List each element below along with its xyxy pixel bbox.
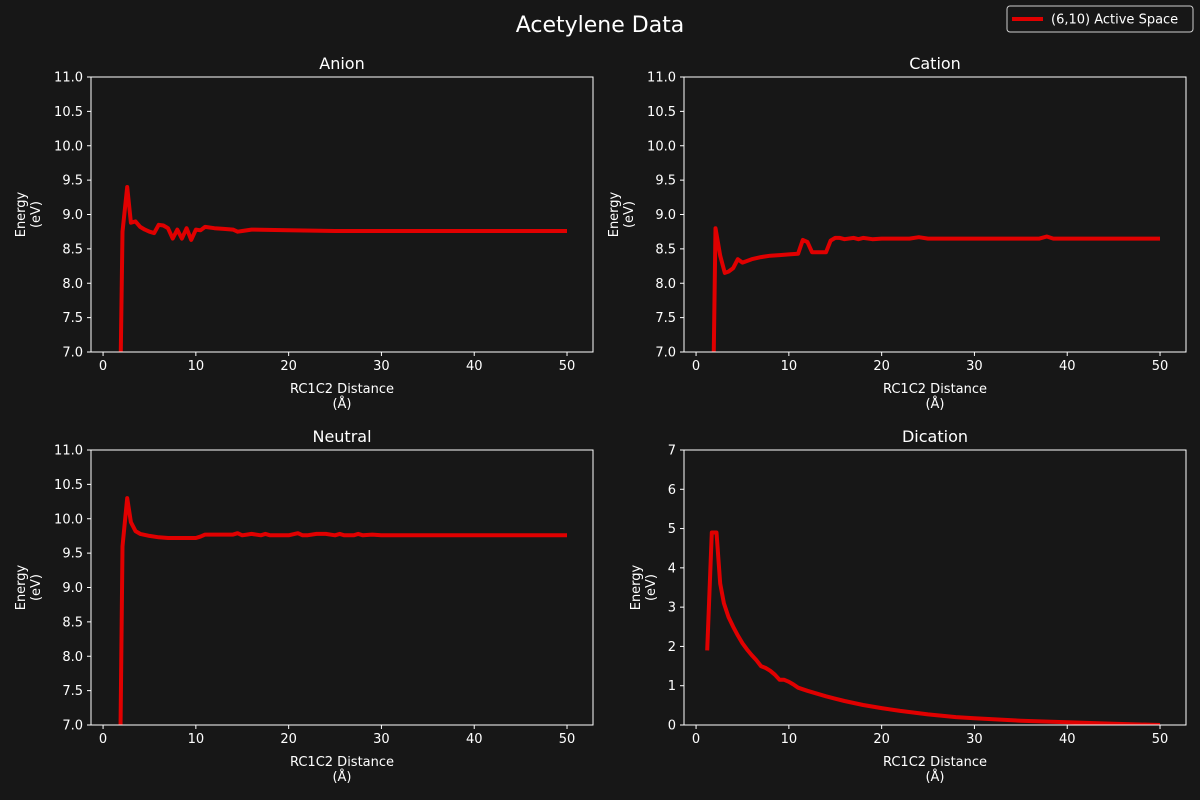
x-tick-label: 0 xyxy=(692,732,700,747)
x-tick-label: 30 xyxy=(966,732,983,747)
series-line xyxy=(118,496,567,725)
x-axis-label: RC1C2 Distance xyxy=(883,382,987,397)
x-tick-label: 20 xyxy=(280,732,297,747)
y-tick-label: 10.5 xyxy=(647,105,676,120)
x-axis-label: (Å) xyxy=(332,396,351,412)
y-tick-label: 9.0 xyxy=(62,208,83,223)
x-tick-label: 10 xyxy=(781,359,798,374)
x-axis-label: RC1C2 Distance xyxy=(290,755,394,770)
figure-title: Acetylene Data xyxy=(516,13,685,38)
y-tick-label: 9.0 xyxy=(655,208,676,223)
y-tick-label: 9.5 xyxy=(62,547,83,562)
x-tick-label: 50 xyxy=(1152,359,1169,374)
y-tick-label: 8.5 xyxy=(62,242,83,257)
x-tick-label: 40 xyxy=(1059,732,1076,747)
x-tick-label: 30 xyxy=(966,359,983,374)
x-axis-label: RC1C2 Distance xyxy=(290,382,394,397)
y-axis-label: (eV) xyxy=(644,574,659,601)
y-tick-label: 2 xyxy=(668,640,676,655)
x-tick-label: 50 xyxy=(559,732,576,747)
y-tick-label: 11.0 xyxy=(647,71,676,86)
y-tick-label: 8.0 xyxy=(62,650,83,665)
axes-frame xyxy=(683,76,1187,353)
y-tick-label: 7.0 xyxy=(62,346,83,361)
y-axis-label: (eV) xyxy=(29,201,44,228)
x-tick-label: 40 xyxy=(466,732,483,747)
x-tick-label: 50 xyxy=(1152,732,1169,747)
y-axis-label: Energy xyxy=(14,564,29,610)
legend: (6,10) Active Space xyxy=(1006,5,1194,33)
y-tick-label: 11.0 xyxy=(54,71,83,86)
x-tick-label: 20 xyxy=(873,732,890,747)
y-tick-label: 1 xyxy=(668,679,676,694)
subplot-title: Cation xyxy=(909,54,961,73)
y-tick-label: 7.5 xyxy=(62,684,83,699)
y-tick-label: 7.0 xyxy=(655,346,676,361)
y-tick-label: 10.5 xyxy=(54,478,83,493)
y-tick-label: 10.5 xyxy=(54,105,83,120)
y-axis-label: Energy xyxy=(629,564,644,610)
x-tick-label: 10 xyxy=(188,359,205,374)
subplot-title: Anion xyxy=(319,54,364,73)
axes-frame xyxy=(90,76,594,353)
y-axis-label: (eV) xyxy=(29,574,44,601)
subplot-cation: Cation 0 10 20 30 40 50 7.0 7.5 8.0 8.5 9.0 9.5 10.0 1… xyxy=(607,54,1187,412)
x-tick-label: 50 xyxy=(559,359,576,374)
x-axis-label: (Å) xyxy=(925,769,944,785)
y-tick-label: 8.0 xyxy=(655,277,676,292)
x-tick-label: 10 xyxy=(188,732,205,747)
y-tick-label: 8.0 xyxy=(62,277,83,292)
y-tick-label: 7.5 xyxy=(62,311,83,326)
y-tick-label: 7.0 xyxy=(62,719,83,734)
y-axis-label: Energy xyxy=(14,191,29,237)
x-tick-label: 30 xyxy=(373,732,390,747)
y-tick-label: 9.5 xyxy=(655,174,676,189)
subplot-title: Neutral xyxy=(312,427,371,446)
x-axis-label: (Å) xyxy=(925,396,944,412)
subplot-dication: Dication 0 10 20 30 40 50 0 1 2 3 4 5 6 7 RC1C2 Distanc… xyxy=(629,427,1187,785)
y-tick-label: 7 xyxy=(668,444,676,459)
y-tick-label: 9.5 xyxy=(62,174,83,189)
x-tick-label: 40 xyxy=(1059,359,1076,374)
y-tick-label: 6 xyxy=(668,483,676,498)
series-line xyxy=(118,185,567,352)
series-line xyxy=(705,530,1161,725)
y-tick-label: 0 xyxy=(668,719,676,734)
y-axis-label: Energy xyxy=(607,191,622,237)
y-axis-label: (eV) xyxy=(622,201,637,228)
y-tick-label: 10.0 xyxy=(647,139,676,154)
x-tick-label: 30 xyxy=(373,359,390,374)
axes-frame xyxy=(683,449,1187,726)
y-tick-label: 3 xyxy=(668,601,676,616)
legend-box xyxy=(1006,5,1194,33)
x-tick-label: 20 xyxy=(873,359,890,374)
subplot-title: Dication xyxy=(902,427,968,446)
x-tick-label: 0 xyxy=(692,359,700,374)
x-tick-label: 0 xyxy=(99,732,107,747)
subplot-anion: Anion 0 10 20 30 40 50 7.0 7.5 8.0 8.5 9.0 9.5 10.0 10… xyxy=(14,54,594,412)
legend-label: (6,10) Active Space xyxy=(1051,13,1178,28)
axes-frame xyxy=(90,449,594,726)
y-tick-label: 8.5 xyxy=(655,242,676,257)
y-tick-label: 10.0 xyxy=(54,512,83,527)
y-tick-label: 11.0 xyxy=(54,444,83,459)
y-tick-label: 5 xyxy=(668,522,676,537)
y-tick-label: 8.5 xyxy=(62,615,83,630)
y-tick-label: 10.0 xyxy=(54,139,83,154)
x-axis-label: RC1C2 Distance xyxy=(883,755,987,770)
series-line xyxy=(711,226,1160,352)
y-tick-label: 7.5 xyxy=(655,311,676,326)
x-tick-label: 10 xyxy=(781,732,798,747)
y-tick-label: 4 xyxy=(668,561,676,576)
x-tick-label: 20 xyxy=(280,359,297,374)
subplot-neutral: Neutral 0 10 20 30 40 50 7.0 7.5 8.0 8.5 9.0 9.5 10.0… xyxy=(14,427,594,785)
x-tick-label: 0 xyxy=(99,359,107,374)
x-axis-label: (Å) xyxy=(332,769,351,785)
x-tick-label: 40 xyxy=(466,359,483,374)
y-tick-label: 9.0 xyxy=(62,581,83,596)
